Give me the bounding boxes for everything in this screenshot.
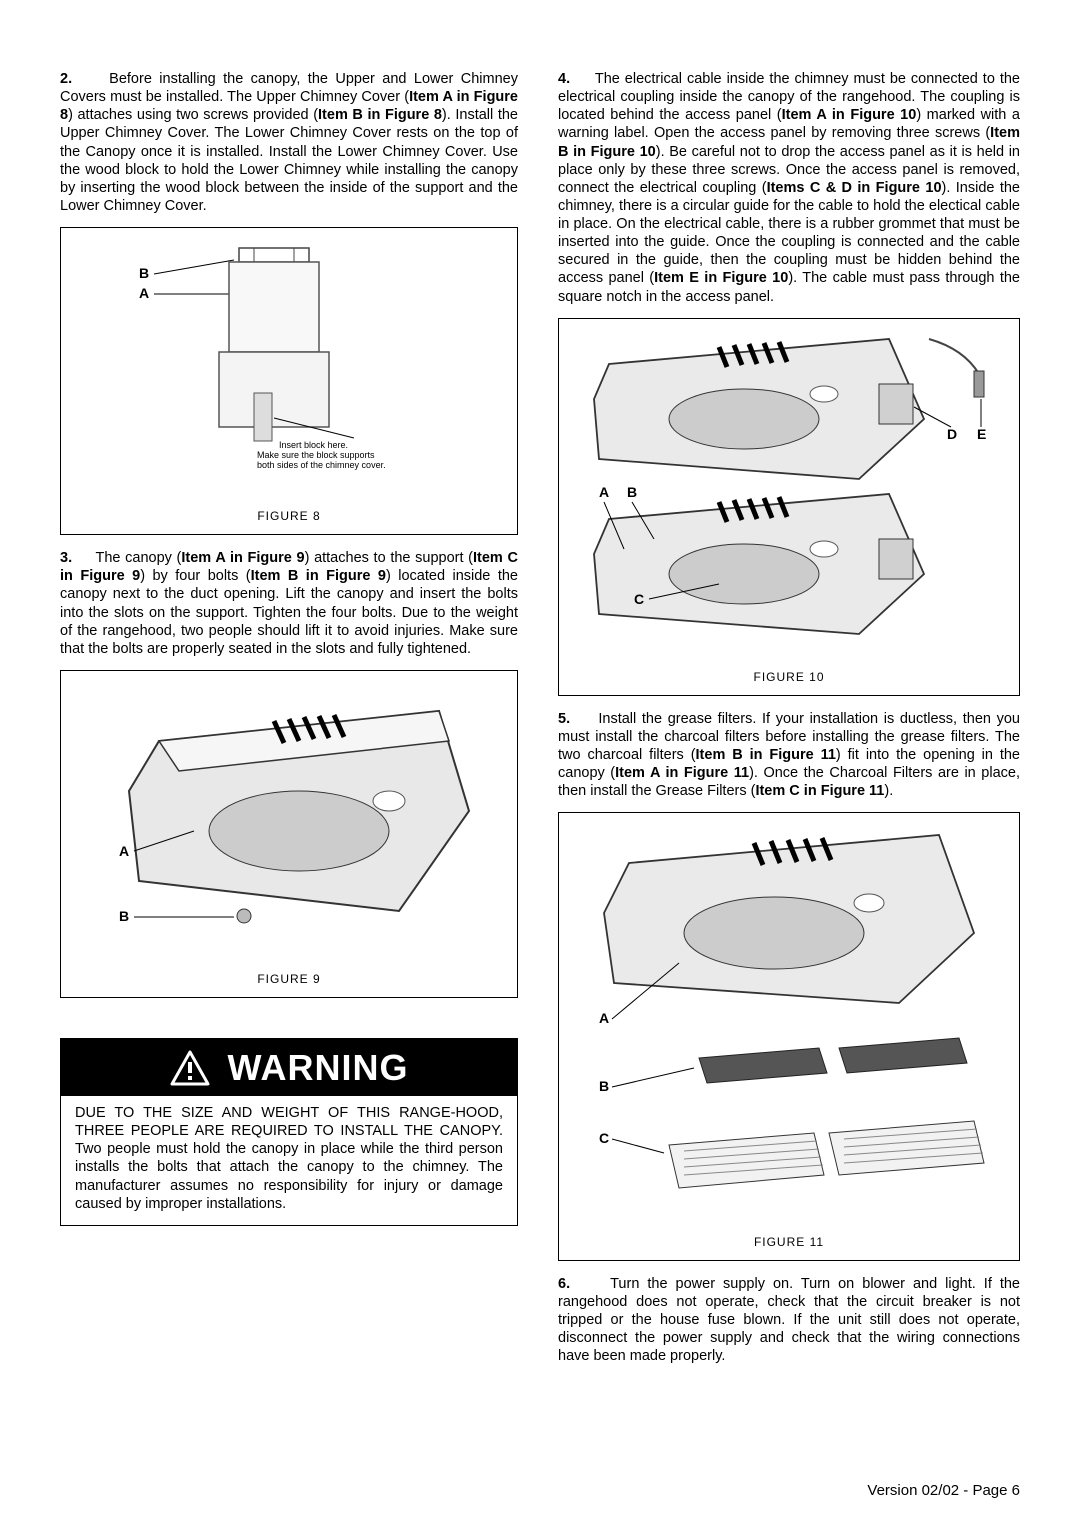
fig11-label-b: B <box>599 1078 609 1094</box>
step-4-num: 4. <box>558 71 570 87</box>
figure-9-svg: A B <box>99 681 479 961</box>
fig9-label-a: A <box>119 843 129 859</box>
figure-8-box: B A Insert block here. Make sure the blo… <box>60 227 518 535</box>
figure-10-svg: D E A B C <box>569 329 1009 659</box>
fig11-label-c: C <box>599 1130 609 1146</box>
fig10-label-b: B <box>627 484 637 500</box>
step-3: 3. The canopy (Item A in Figure 9) attac… <box>60 549 518 658</box>
fig8-note1: Insert block here. <box>279 440 348 450</box>
fig8-note2: Make sure the block supports <box>257 450 375 460</box>
warning-header: WARNING <box>61 1039 517 1096</box>
step-2-b2: Item B in Figure 8 <box>318 107 442 123</box>
figure-11-svg: A B C <box>569 823 1009 1223</box>
page-columns: 2. Before installing the canopy, the Upp… <box>60 70 1020 1375</box>
warning-icon <box>170 1050 210 1086</box>
fig8-label-a: A <box>139 285 149 301</box>
warning-box: WARNING DUE TO THE SIZE AND WEIGHT OF TH… <box>60 1038 518 1226</box>
step-3-num: 3. <box>60 550 72 566</box>
page-footer: Version 02/02 - Page 6 <box>867 1482 1020 1499</box>
figure-10-box: D E A B C <box>558 318 1020 696</box>
figure-11-box: A B C FIGURE 11 <box>558 812 1020 1260</box>
fig8-label-b: B <box>139 265 149 281</box>
figure-9-caption: FIGURE 9 <box>71 972 507 987</box>
left-column: 2. Before installing the canopy, the Upp… <box>60 70 518 1375</box>
warning-title: WARNING <box>228 1045 409 1090</box>
fig9-label-b: B <box>119 908 129 924</box>
fig10-label-a: A <box>599 484 609 500</box>
fig10-label-e: E <box>977 426 986 442</box>
step-2-num: 2. <box>60 71 72 87</box>
figure-11-caption: FIGURE 11 <box>569 1235 1009 1250</box>
warning-body: DUE TO THE SIZE AND WEIGHT OF THIS RANGE… <box>61 1096 517 1225</box>
step-6: 6. Turn the power supply on. Turn on blo… <box>558 1275 1020 1366</box>
figure-8-svg: B A Insert block here. Make sure the blo… <box>109 238 469 498</box>
step-2-text-b: ) attaches using two screws provided ( <box>68 107 318 123</box>
step-5: 5. Install the grease filters. If your i… <box>558 710 1020 801</box>
step-2: 2. Before installing the canopy, the Upp… <box>60 70 518 215</box>
fig11-label-a: A <box>599 1010 609 1026</box>
figure-10-caption: FIGURE 10 <box>569 670 1009 685</box>
fig10-label-d: D <box>947 426 957 442</box>
step-5-num: 5. <box>558 711 570 727</box>
figure-9-box: A B FIGURE 9 <box>60 670 518 998</box>
figure-8-caption: FIGURE 8 <box>71 509 507 524</box>
step-6-body: Turn the power supply on. Turn on blower… <box>558 1276 1020 1365</box>
fig8-note3: both sides of the chimney cover. <box>257 460 386 470</box>
fig10-label-c: C <box>634 591 644 607</box>
step-4: 4. The electrical cable inside the chimn… <box>558 70 1020 306</box>
step-6-num: 6. <box>558 1276 570 1292</box>
right-column: 4. The electrical cable inside the chimn… <box>558 70 1020 1375</box>
